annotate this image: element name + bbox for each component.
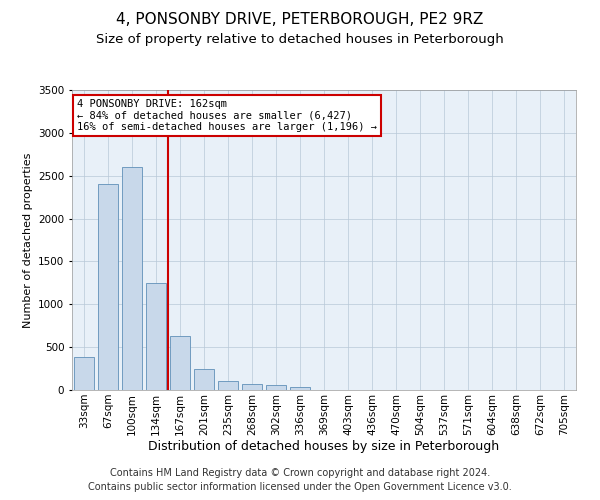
Bar xyxy=(98,184,118,390)
X-axis label: Distribution of detached houses by size in Peterborough: Distribution of detached houses by size … xyxy=(148,440,500,454)
Text: Size of property relative to detached houses in Peterborough: Size of property relative to detached ho… xyxy=(96,32,504,46)
Bar xyxy=(290,386,310,390)
Bar xyxy=(122,167,142,390)
Bar xyxy=(170,336,190,390)
Bar xyxy=(242,384,262,390)
Bar xyxy=(74,356,94,390)
Text: 4 PONSONBY DRIVE: 162sqm
← 84% of detached houses are smaller (6,427)
16% of sem: 4 PONSONBY DRIVE: 162sqm ← 84% of detach… xyxy=(77,99,377,132)
Text: Contains HM Land Registry data © Crown copyright and database right 2024.
Contai: Contains HM Land Registry data © Crown c… xyxy=(88,468,512,492)
Bar xyxy=(266,386,286,390)
Bar xyxy=(194,368,214,390)
Y-axis label: Number of detached properties: Number of detached properties xyxy=(23,152,32,328)
Bar xyxy=(146,283,166,390)
Bar xyxy=(218,382,238,390)
Text: 4, PONSONBY DRIVE, PETERBOROUGH, PE2 9RZ: 4, PONSONBY DRIVE, PETERBOROUGH, PE2 9RZ xyxy=(116,12,484,28)
